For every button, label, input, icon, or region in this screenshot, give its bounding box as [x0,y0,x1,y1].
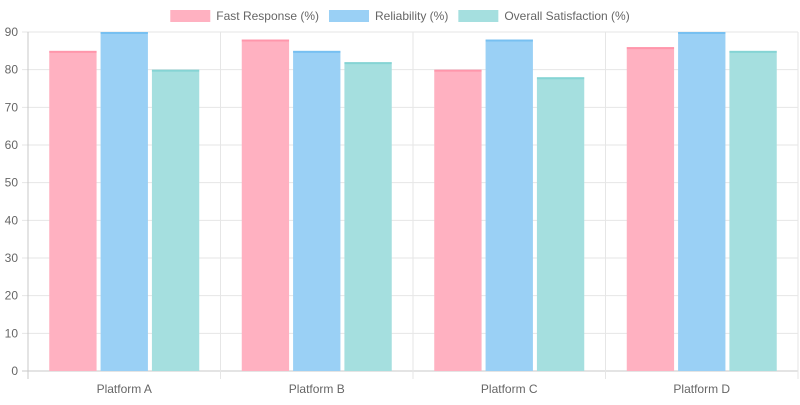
y-tick-label: 0 [11,364,18,378]
y-tick-label: 60 [5,138,19,152]
y-tick-label: 90 [5,25,19,39]
y-tick-label: 30 [5,251,19,265]
bar[interactable] [626,47,675,372]
bars [49,32,777,372]
y-tick-label: 50 [5,176,19,190]
y-tick-label: 70 [5,100,19,114]
x-tick-label: Platform A [97,382,152,396]
legend-swatch [458,10,499,22]
legend-label: Overall Satisfaction (%) [504,9,629,23]
legend: Fast Response (%) Reliability (%) Overall … [170,9,630,23]
axes: 0 10 20 30 40 50 60 70 80 90 Platform A Platform B P… [5,25,731,396]
legend-item[interactable]: Fast Response (%) [170,9,319,23]
bar[interactable] [536,77,585,371]
x-tick-label: Platform D [673,382,730,396]
x-tick-label: Platform B [289,382,345,396]
y-tick-label: 40 [5,213,19,227]
legend-item[interactable]: Overall Satisfaction (%) [458,9,630,23]
bar[interactable] [241,39,290,372]
bar[interactable] [100,32,148,371]
legend-swatch [170,10,211,22]
legend-item[interactable]: Reliability (%) [328,9,448,23]
bar[interactable] [151,69,200,372]
legend-label: Fast Response (%) [216,9,319,23]
bar[interactable] [344,62,392,372]
legend-swatch [328,10,369,22]
bar[interactable] [485,39,533,372]
x-tick-label: Platform C [481,382,538,396]
bar[interactable] [729,50,777,371]
legend-label: Reliability (%) [375,9,448,23]
y-tick-label: 20 [5,289,19,303]
bar[interactable] [434,69,482,372]
bar[interactable] [293,50,341,371]
y-tick-label: 10 [5,326,19,340]
y-tick-label: 80 [5,63,19,77]
bar[interactable] [49,50,97,371]
bar[interactable] [678,32,726,371]
